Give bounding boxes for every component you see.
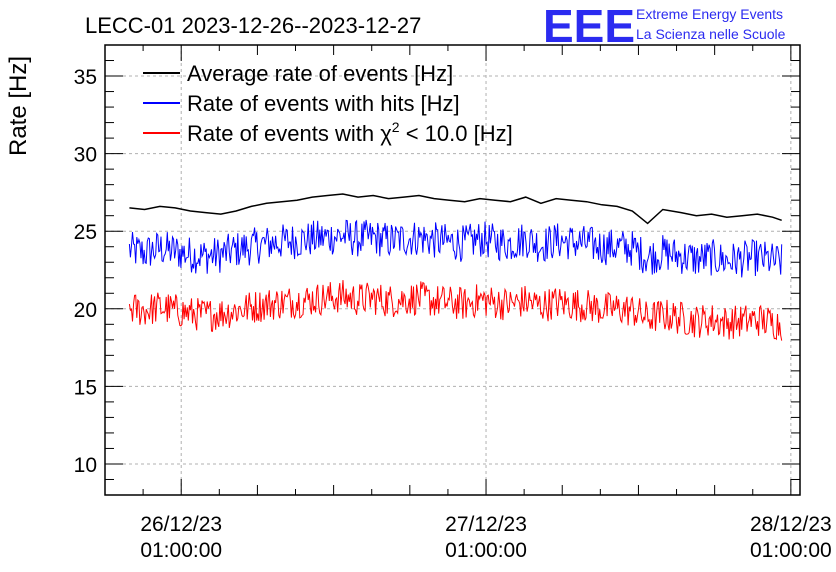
logo-line-2: La Scienza nelle Scuole bbox=[636, 26, 786, 42]
legend-chi2-symbol: χ bbox=[380, 121, 392, 146]
plot-frame bbox=[104, 44, 801, 496]
x-tick-label-time: 01:00:00 bbox=[750, 539, 832, 562]
legend: Average rate of events [Hz] Rate of even… bbox=[143, 61, 513, 146]
y-tick-label: 30 bbox=[74, 144, 97, 167]
y-tick-label: 20 bbox=[74, 299, 97, 322]
y-tick-label: 10 bbox=[74, 454, 97, 477]
y-tick-label: 25 bbox=[74, 221, 97, 244]
grid-lines bbox=[105, 45, 800, 495]
x-tick-label-time: 01:00:00 bbox=[445, 539, 527, 562]
y-axis: 10 15 20 25 30 35 bbox=[74, 44, 800, 496]
series-layer bbox=[128, 193, 783, 341]
series-line-1 bbox=[128, 219, 783, 278]
x-tick-label-date: 26/12/23 bbox=[140, 513, 222, 536]
eee-logo: EEE Extreme Energy Events La Scienza nel… bbox=[543, 0, 786, 52]
y-tick-label: 35 bbox=[74, 66, 97, 89]
x-tick-label-date: 28/12/23 bbox=[750, 513, 832, 536]
legend-label-hits: Rate of events with hits [Hz] bbox=[187, 91, 460, 116]
legend-chi2-suffix: < 10.0 [Hz] bbox=[400, 121, 513, 146]
x-tick-label-date: 27/12/23 bbox=[445, 513, 527, 536]
legend-label-chi2: Rate of events with χ2 < 10.0 [Hz] bbox=[187, 119, 513, 146]
x-tick-label-time: 01:00:00 bbox=[140, 539, 222, 562]
series-line-0 bbox=[129, 193, 782, 225]
chart-title: LECC-01 2023-12-26--2023-12-27 bbox=[85, 13, 421, 38]
y-axis-label: Rate [Hz] bbox=[5, 56, 32, 156]
logo-mark: EEE bbox=[543, 0, 635, 52]
series-line-2 bbox=[128, 280, 783, 341]
x-axis: 26/12/23 01:00:00 27/12/23 01:00:00 28/12/23… bbox=[104, 45, 832, 562]
legend-chi2-superscript: 2 bbox=[392, 119, 400, 135]
y-tick-label: 15 bbox=[74, 376, 97, 399]
legend-chi2-prefix: Rate of events with bbox=[187, 121, 380, 146]
legend-label-average: Average rate of events [Hz] bbox=[187, 61, 453, 86]
logo-line-1: Extreme Energy Events bbox=[636, 6, 783, 22]
